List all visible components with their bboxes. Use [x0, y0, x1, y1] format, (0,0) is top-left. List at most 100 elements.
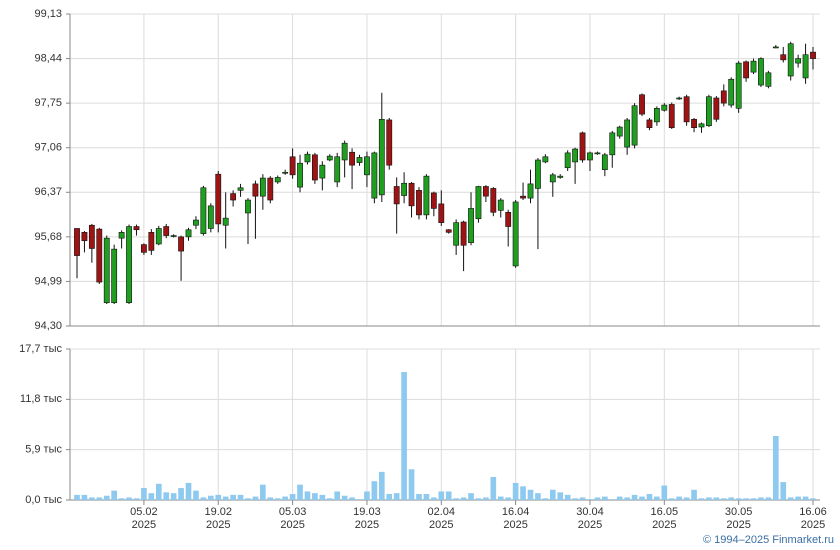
volume-bar [758, 497, 764, 500]
candle-body [193, 219, 199, 226]
candle-body [795, 58, 802, 64]
volume-bar [557, 492, 564, 500]
candle-body [245, 199, 251, 214]
volume-bar [431, 497, 437, 500]
candle-body [133, 226, 140, 231]
volume-bar [401, 372, 407, 500]
footer: © 1994–2025 Finmarket.ru [702, 534, 834, 546]
candle-body [438, 203, 445, 223]
candle-body [713, 97, 720, 120]
candle-body [267, 177, 274, 201]
volume-bar [356, 499, 363, 500]
candle-body [408, 182, 415, 207]
candle-body [364, 156, 370, 176]
candle-body [505, 212, 512, 227]
candle-body [698, 123, 705, 128]
candle-body [445, 229, 452, 233]
candle-body [185, 229, 192, 238]
volume-bar [750, 498, 757, 500]
volume-bar [297, 484, 303, 500]
volume-bar [148, 493, 155, 500]
candle-body [334, 156, 341, 183]
volume-bar [215, 494, 222, 500]
volume-bar [735, 498, 742, 500]
candle-body [691, 118, 697, 128]
volume-bar [661, 485, 668, 500]
candle-body [683, 96, 690, 123]
candle-body [178, 236, 184, 252]
candle-body [207, 205, 214, 229]
candle-body [460, 221, 467, 246]
x-tick-label: 16.04 2025 [501, 506, 530, 531]
candle-body [282, 171, 289, 174]
volume-bar [416, 494, 422, 500]
candle-body [765, 72, 772, 87]
candle-body [349, 151, 355, 166]
candle-body [750, 60, 757, 73]
volume-bar [646, 494, 653, 500]
volume-bar [453, 498, 459, 500]
volume-bar [237, 494, 244, 500]
candle-body [170, 235, 177, 237]
candle-body [743, 61, 749, 79]
volume-bar [460, 497, 467, 500]
volume-bar [96, 497, 103, 500]
x-tick-label: 16.05 2025 [650, 506, 679, 531]
candle-body [497, 199, 504, 211]
volume-bar [118, 498, 125, 500]
volume-bar [654, 496, 660, 500]
candle-body [416, 190, 422, 216]
volume-bar [602, 496, 608, 500]
volume-bar [542, 498, 549, 500]
candle-body [512, 201, 519, 267]
volume-bar [81, 494, 88, 500]
candle-body [222, 217, 229, 226]
volume-bar [572, 498, 578, 500]
candle-body [758, 58, 764, 86]
candle-body [772, 46, 779, 49]
y-tick-label: 98,44 [34, 52, 62, 64]
y-tick-label: 94,99 [34, 275, 62, 287]
candle-body [111, 248, 118, 304]
volume-bar [200, 497, 207, 500]
volume-bar [393, 493, 400, 500]
volume-bar [579, 497, 586, 500]
volume-bar [535, 493, 541, 500]
candle-body [587, 152, 593, 161]
x-tick-label: 30.04 2025 [576, 506, 604, 531]
candle-body [616, 126, 623, 137]
y-tick-label: 94,30 [34, 320, 62, 332]
volume-bar [193, 490, 199, 500]
candle-body [356, 157, 363, 163]
volume-bar [245, 498, 251, 500]
y-tick-label: 5,9 тыс [25, 444, 62, 456]
volume-bar [624, 497, 630, 500]
volume-bar [89, 497, 95, 500]
volume-bar [126, 497, 132, 500]
candle-body [289, 156, 296, 176]
volume-bar [780, 482, 787, 500]
volume-bar [178, 488, 184, 500]
volume-bar [386, 494, 393, 500]
candle-body [371, 152, 378, 199]
candle-body [564, 152, 571, 169]
candle-body [304, 153, 311, 163]
volume-bar [304, 491, 311, 500]
volume-bar [795, 496, 801, 500]
candle-body [155, 228, 162, 245]
volume-bar [475, 498, 482, 500]
volume-bar [483, 497, 489, 500]
volume-bar [267, 497, 274, 500]
candle-body [468, 208, 474, 243]
volume-bar [520, 486, 526, 500]
candle-body [535, 159, 541, 189]
volume-bar [378, 471, 385, 500]
candle-body [74, 228, 80, 256]
candle-body [103, 237, 110, 304]
candle-body [141, 244, 147, 253]
candle-body [572, 148, 579, 163]
candle-body [393, 186, 400, 205]
volume-bar [706, 497, 712, 500]
x-tick-label: 16.06 2025 [799, 506, 827, 531]
